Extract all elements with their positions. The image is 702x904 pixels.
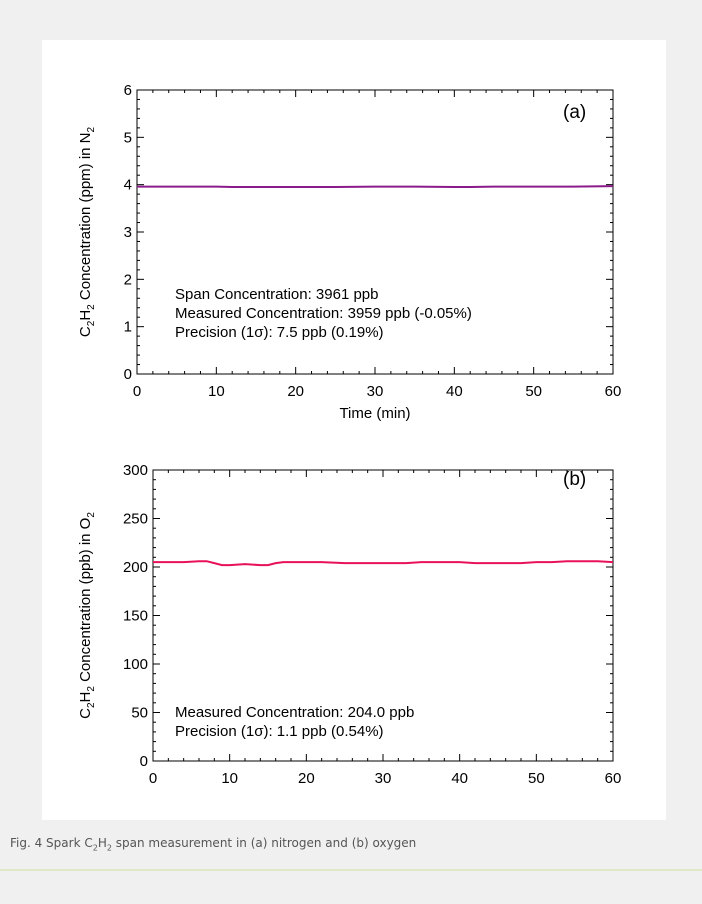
caption-mid: H	[97, 836, 107, 850]
annotation-a: Precision (1σ): 7.5 ppb (0.19%)	[175, 324, 384, 341]
y-tick-label-b: 100	[123, 656, 148, 673]
figure-caption: Fig. 4 Spark C2H2 span measurement in (a…	[10, 836, 416, 852]
y-tick-label-a: 2	[124, 271, 132, 288]
y-axis-label-part-b: 2	[86, 686, 97, 692]
y-tick-label-a: 1	[124, 319, 132, 336]
y-axis-label-part-a: C	[77, 326, 94, 337]
y-axis-label-part-b: H	[77, 692, 94, 703]
chart-b: 0 10 20 30 40 50 60 0 50 100 150 200 250 300 (b) Measur…	[77, 462, 621, 787]
y-tick-label-a: 3	[124, 224, 132, 241]
y-axis-label-part-a: 2	[86, 320, 97, 326]
x-tick-label-a: 30	[367, 383, 384, 400]
y-tick-label-a: 5	[124, 129, 132, 146]
y-axis-label-part-b: 2	[86, 512, 97, 518]
x-tick-label-a: 60	[605, 383, 622, 400]
y-tick-label-b: 150	[123, 608, 148, 625]
caption-sub-1: 2	[92, 843, 98, 853]
chart-a: 0 10 20 30 40 50 60 0 1 2 3 4 5 6 (a) Span Concentratio…	[77, 82, 621, 422]
annotation-b: Measured Concentration: 204.0 ppb	[175, 704, 414, 721]
y-axis-label-part-a: 2	[86, 127, 97, 133]
y-axis-label-b: C2H2 Concentration (ppb) in O2	[77, 512, 97, 719]
series-line-b	[153, 560, 614, 567]
y-axis-label-part-b: 2	[86, 702, 97, 708]
x-axis-label-a: Time (min)	[339, 405, 410, 422]
y-axis-label-part-b: Concentration (ppb) in O	[77, 518, 94, 686]
y-tick-label-a: 0	[124, 366, 132, 383]
annotation-a: Measured Concentration: 3959 ppb (-0.05%…	[175, 305, 472, 322]
x-tick-label-a: 20	[287, 383, 304, 400]
x-tick-label-a: 10	[208, 383, 225, 400]
x-tick-label-b: 0	[149, 770, 157, 787]
y-tick-label-b: 0	[140, 753, 148, 770]
x-tick-label-b: 30	[375, 770, 392, 787]
y-axis-label-part-a: Concentration (ppm) in N	[77, 133, 94, 305]
panel-label-a: (a)	[563, 102, 586, 123]
x-tick-label-a: 40	[446, 383, 463, 400]
annotation-a: Span Concentration: 3961 ppb	[175, 286, 379, 303]
x-tick-label-b: 20	[298, 770, 315, 787]
caption-post: span measurement in (a) nitrogen and (b)…	[111, 836, 417, 850]
x-tick-label-a: 0	[133, 383, 141, 400]
caption-pre: Fig. 4 Spark C	[10, 836, 93, 850]
y-tick-label-a: 4	[124, 177, 132, 194]
x-tick-label-b: 60	[605, 770, 622, 787]
y-axis-label-a: C2H2 Concentration (ppm) in N2	[77, 127, 97, 338]
y-tick-label-b: 50	[131, 705, 148, 722]
x-tick-label-b: 40	[451, 770, 468, 787]
y-axis-label-part-a: H	[77, 310, 94, 321]
x-tick-label-b: 50	[528, 770, 545, 787]
y-tick-label-a: 6	[124, 82, 132, 99]
y-axis-label-part-b: C	[77, 708, 94, 719]
y-axis-label-part-a: 2	[86, 304, 97, 310]
series-line-a	[137, 185, 614, 188]
y-tick-label-b: 250	[123, 511, 148, 528]
annotation-b: Precision (1σ): 1.1 ppb (0.54%)	[175, 723, 384, 740]
caption-sub-2: 2	[106, 843, 112, 853]
bottom-rule	[0, 869, 702, 871]
y-tick-label-b: 300	[123, 462, 148, 479]
y-tick-label-b: 200	[123, 559, 148, 576]
x-tick-label-a: 50	[525, 383, 542, 400]
figure-panel: 0 10 20 30 40 50 60 0 1 2 3 4 5 6 (a) Span Concentratio…	[42, 40, 666, 820]
x-tick-label-b: 10	[221, 770, 238, 787]
panel-label-b: (b)	[563, 469, 586, 490]
